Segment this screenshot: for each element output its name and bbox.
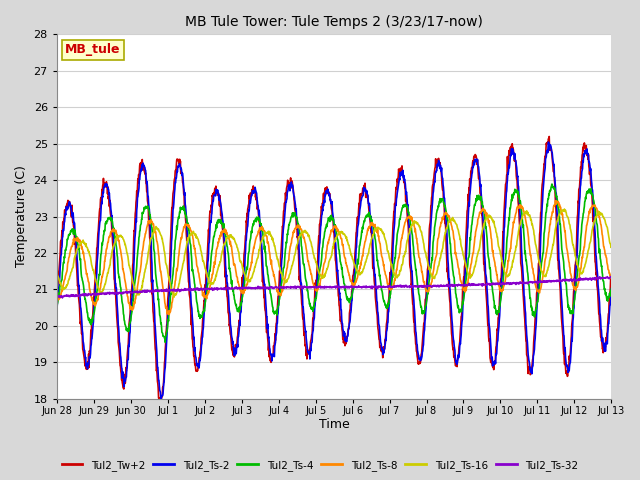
Tul2_Ts-8 xyxy=(369,221,376,227)
Tul2_Ts-4 xyxy=(369,223,376,228)
Line: Tul2_Ts-32: Tul2_Ts-32 xyxy=(57,276,611,298)
Tul2_Ts-16 xyxy=(170,294,178,300)
Tul2_Ts-16 xyxy=(300,229,308,235)
Line: Tul2_Ts-2: Tul2_Ts-2 xyxy=(57,142,611,399)
X-axis label: Time: Time xyxy=(319,419,349,432)
Tul2_Tw+2 xyxy=(300,333,308,338)
Tul2_Ts-16 xyxy=(607,243,615,249)
Tul2_Tw+2 xyxy=(289,181,296,187)
Legend: Tul2_Tw+2, Tul2_Ts-2, Tul2_Ts-4, Tul2_Ts-8, Tul2_Ts-16, Tul2_Ts-32: Tul2_Tw+2, Tul2_Ts-2, Tul2_Ts-4, Tul2_Ts… xyxy=(58,456,582,475)
Tul2_Ts-8 xyxy=(552,198,559,204)
Tul2_Tw+2 xyxy=(157,402,165,408)
Tul2_Ts-16 xyxy=(561,206,568,212)
Tul2_Ts-32 xyxy=(58,295,66,301)
Tul2_Ts-32 xyxy=(53,293,61,299)
Line: Tul2_Ts-4: Tul2_Ts-4 xyxy=(57,184,611,342)
Tul2_Ts-16 xyxy=(310,252,318,258)
Tul2_Ts-2 xyxy=(289,182,296,188)
Tul2_Ts-32 xyxy=(96,291,104,297)
Tul2_Ts-8 xyxy=(607,276,615,281)
Line: Tul2_Ts-8: Tul2_Ts-8 xyxy=(57,201,611,314)
Line: Tul2_Ts-16: Tul2_Ts-16 xyxy=(57,209,611,297)
Tul2_Ts-2 xyxy=(310,317,318,323)
Tul2_Ts-32 xyxy=(369,284,376,289)
Tul2_Ts-32 xyxy=(119,291,127,297)
Tul2_Tw+2 xyxy=(310,306,318,312)
Tul2_Ts-8 xyxy=(164,312,172,317)
Tul2_Ts-2 xyxy=(96,220,104,226)
Tul2_Ts-4 xyxy=(289,210,296,216)
Tul2_Tw+2 xyxy=(118,380,126,385)
Tul2_Tw+2 xyxy=(545,133,553,139)
Tul2_Ts-32 xyxy=(310,285,318,290)
Tul2_Ts-4 xyxy=(96,272,104,278)
Tul2_Ts-16 xyxy=(53,272,61,278)
Tul2_Ts-4 xyxy=(310,305,318,311)
Title: MB Tule Tower: Tule Temps 2 (3/23/17-now): MB Tule Tower: Tule Temps 2 (3/23/17-now… xyxy=(185,15,483,29)
Tul2_Tw+2 xyxy=(607,272,615,277)
Tul2_Tw+2 xyxy=(96,206,104,212)
Tul2_Ts-4 xyxy=(161,339,169,345)
Tul2_Tw+2 xyxy=(53,293,61,299)
Tul2_Ts-16 xyxy=(369,232,376,238)
Tul2_Ts-2 xyxy=(545,139,552,145)
Tul2_Ts-8 xyxy=(289,234,296,240)
Tul2_Ts-2 xyxy=(53,307,61,312)
Line: Tul2_Tw+2: Tul2_Tw+2 xyxy=(57,136,611,405)
Tul2_Ts-32 xyxy=(289,285,296,290)
Y-axis label: Temperature (C): Temperature (C) xyxy=(15,166,28,267)
Tul2_Ts-16 xyxy=(96,288,104,294)
Tul2_Ts-4 xyxy=(607,286,615,291)
Text: MB_tule: MB_tule xyxy=(65,44,121,57)
Tul2_Ts-2 xyxy=(369,238,376,244)
Tul2_Ts-8 xyxy=(53,296,61,302)
Tul2_Ts-16 xyxy=(289,262,296,267)
Tul2_Ts-8 xyxy=(118,259,126,264)
Tul2_Ts-4 xyxy=(548,181,556,187)
Tul2_Ts-8 xyxy=(96,287,104,293)
Tul2_Ts-32 xyxy=(607,273,615,279)
Tul2_Ts-16 xyxy=(118,234,126,240)
Tul2_Ts-4 xyxy=(53,306,61,312)
Tul2_Ts-8 xyxy=(300,234,308,240)
Tul2_Ts-32 xyxy=(300,284,308,289)
Tul2_Ts-2 xyxy=(118,375,126,381)
Tul2_Ts-2 xyxy=(157,396,165,402)
Tul2_Ts-2 xyxy=(300,312,308,317)
Tul2_Ts-4 xyxy=(118,300,126,306)
Tul2_Tw+2 xyxy=(369,265,376,271)
Tul2_Ts-8 xyxy=(310,284,318,289)
Tul2_Ts-2 xyxy=(607,286,615,292)
Tul2_Ts-4 xyxy=(300,261,308,267)
